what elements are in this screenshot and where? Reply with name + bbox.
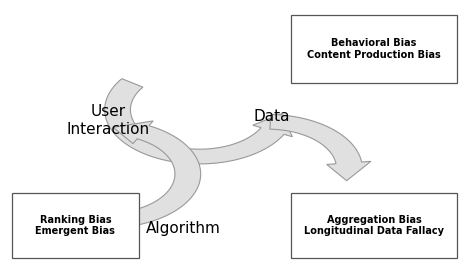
FancyBboxPatch shape <box>291 193 457 258</box>
Text: Algorithm: Algorithm <box>146 221 220 236</box>
FancyBboxPatch shape <box>12 193 138 258</box>
Text: Behavioral Bias
Content Production Bias: Behavioral Bias Content Production Bias <box>307 38 441 60</box>
Text: Data: Data <box>254 109 290 124</box>
Polygon shape <box>270 114 371 181</box>
Polygon shape <box>112 121 201 228</box>
Text: User
Interaction: User Interaction <box>67 104 150 137</box>
Text: Ranking Bias
Emergent Bias: Ranking Bias Emergent Bias <box>36 215 115 236</box>
Text: Aggregation Bias
Longitudinal Data Fallacy: Aggregation Bias Longitudinal Data Falla… <box>304 215 444 236</box>
FancyBboxPatch shape <box>291 15 457 83</box>
Polygon shape <box>105 79 292 164</box>
